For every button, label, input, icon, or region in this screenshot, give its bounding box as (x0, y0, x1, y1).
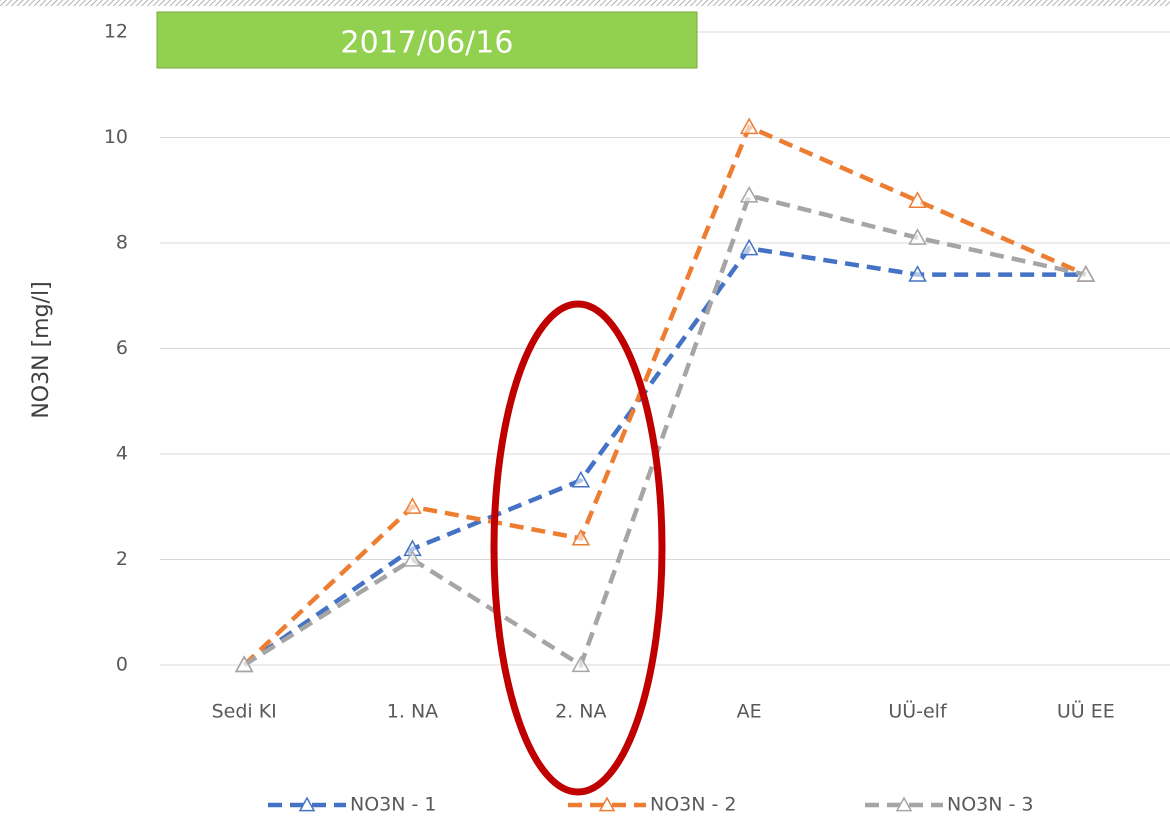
series-line (242, 245, 1086, 667)
legend-marker (298, 796, 316, 812)
top-border (0, 0, 1170, 6)
legend-marker (895, 796, 913, 812)
y-tick-label: 2 (116, 548, 128, 570)
y-tick-label: 12 (104, 21, 128, 43)
date-box (156, 11, 698, 69)
legend-label: NO3N - 1 (350, 794, 437, 816)
highlight-ellipse (490, 300, 666, 796)
point-marker (571, 655, 591, 673)
date-annotation: 2017/06/16 (341, 26, 514, 61)
point-marker (908, 191, 927, 208)
x-tick-label: Sedi KI (212, 701, 277, 723)
point-marker (571, 528, 591, 546)
x-tick-label: UÜ EE (1057, 700, 1115, 723)
y-tick-label: 0 (116, 654, 128, 676)
point-marker (908, 228, 927, 245)
legend-label: NO3N - 3 (947, 794, 1034, 816)
y-tick-label: 8 (116, 232, 128, 254)
x-tick-label: 2. NA (555, 701, 606, 723)
x-tick-label: 1. NA (387, 701, 438, 723)
legend-marker (598, 796, 616, 812)
point-marker (739, 117, 759, 135)
x-tick-label: AE (737, 701, 762, 723)
y-tick-label: 6 (116, 337, 128, 359)
point-marker (571, 470, 591, 488)
point-marker (739, 185, 759, 203)
legend-label: NO3N - 2 (650, 794, 737, 816)
point-marker (908, 265, 927, 282)
y-axis-label: NO3N [mg/l] (29, 281, 54, 418)
point-marker (403, 549, 422, 567)
series-line (242, 192, 1087, 669)
point-marker (1076, 265, 1096, 282)
point-marker (403, 497, 422, 514)
point-marker (739, 238, 759, 256)
plot-area: 0 2 4 6 8 10 12 Sedi KI 1. NA 2. NA AE UÜ-elf UÜ EE N… (104, 21, 1170, 816)
y-tick-label: 4 (116, 443, 128, 465)
y-tick-label: 10 (104, 126, 128, 148)
x-tick-label: UÜ-elf (888, 700, 948, 723)
point-marker (234, 655, 254, 673)
series-line (242, 123, 1087, 667)
